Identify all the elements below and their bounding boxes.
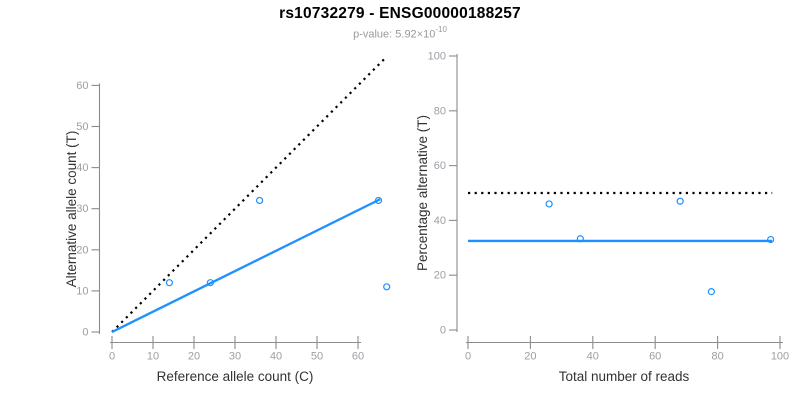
x-tick-label: 20 [188, 351, 200, 363]
left-plot-yaxis-title: Alternative allele count (T) [64, 131, 79, 288]
x-tick-label: 0 [109, 351, 115, 363]
x-tick-label: 60 [352, 351, 364, 363]
right-plot-xaxis-title: Total number of reads [559, 369, 690, 384]
x-tick-label: 60 [649, 351, 661, 363]
y-tick-label: 40 [434, 215, 446, 227]
pvalue-text: p-value: 5.92×10 [353, 28, 436, 41]
y-tick-label: 30 [76, 203, 88, 215]
figure-title: rs10732279 - ENSG00000188257 [279, 5, 521, 22]
x-tick-label: 100 [771, 351, 789, 363]
y-tick-label: 0 [440, 325, 446, 337]
y-tick-label: 40 [76, 162, 88, 174]
fitted-ratio-line [111, 198, 381, 334]
data-point [676, 197, 684, 205]
figure-pvalue-subtitle: p-value: 5.92×10-10 [0, 25, 800, 41]
data-point [767, 235, 775, 244]
y-tick-label: 60 [434, 160, 446, 172]
data-point [165, 279, 173, 287]
x-tick-label: 0 [465, 351, 471, 363]
data-point [576, 235, 584, 243]
identity-dotted-line [111, 55, 388, 333]
x-tick-label: 30 [229, 351, 241, 363]
y-tick-label: 0 [82, 327, 88, 339]
data-point [545, 200, 553, 208]
x-tick-label: 40 [587, 351, 599, 363]
x-tick-label: 40 [270, 351, 282, 363]
x-tick-label: 50 [311, 351, 323, 363]
data-point [707, 288, 715, 296]
y-tick-label: 60 [76, 80, 88, 92]
y-tick-label: 80 [434, 105, 446, 117]
x-tick-label: 80 [711, 351, 723, 363]
y-tick-label: 50 [76, 121, 88, 133]
right-plot-yaxis-title: Percentage alternative (T) [415, 115, 430, 271]
data-point [383, 283, 391, 291]
y-tick-label: 20 [76, 244, 88, 256]
x-tick-label: 20 [524, 351, 536, 363]
pvalue-exponent: -10 [435, 25, 447, 34]
data-point [374, 196, 383, 205]
x-tick-label: 10 [147, 351, 159, 363]
percentage-plot: 0 20 40 60 80 100 0 20 40 60 80 100 [428, 51, 790, 363]
y-tick-label: 10 [76, 285, 88, 297]
allele-count-plot: 0 10 20 30 40 50 60 0 10 20 30 40 50 60 [76, 55, 391, 363]
left-plot-xaxis-title: Reference allele count (C) [157, 369, 314, 384]
data-point [206, 279, 214, 287]
data-point [256, 196, 264, 205]
y-tick-label: 20 [434, 270, 446, 282]
y-tick-label: 100 [428, 51, 446, 63]
